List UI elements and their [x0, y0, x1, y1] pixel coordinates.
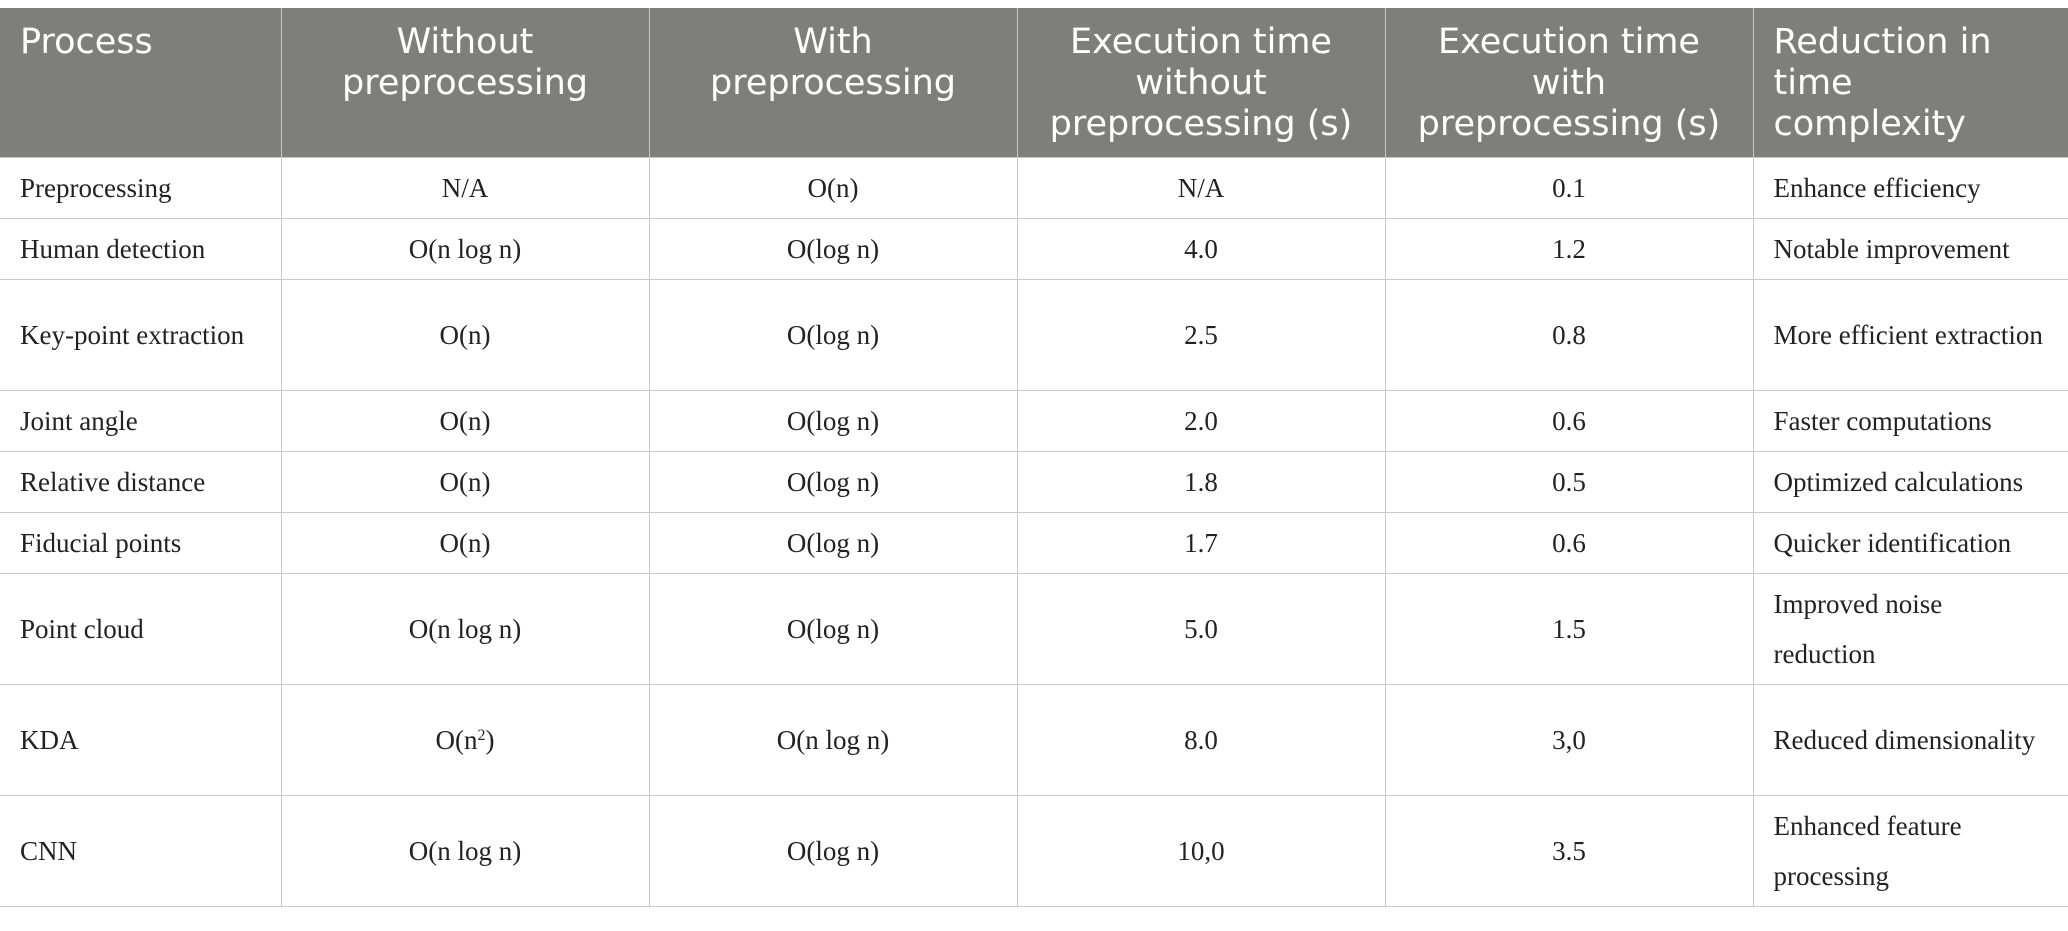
header-row: Process Without preprocessing With prepr…: [0, 8, 2068, 158]
cell-time-without: 4.0: [1016, 218, 1386, 280]
cell-reduction: Optimized calculations: [1752, 451, 2068, 513]
cell-process: Point cloud: [0, 573, 282, 685]
cell-process: CNN: [0, 795, 282, 907]
cell-without: O(n): [280, 279, 650, 391]
cell-time-with: 0.1: [1384, 157, 1754, 219]
cell-without: O(n): [280, 390, 650, 452]
table-row: Joint angle O(n) O(log n) 2.0 0.6 Faster…: [0, 390, 2068, 452]
cell-with: O(log n): [648, 573, 1018, 685]
cell-time-without: 1.8: [1016, 451, 1386, 513]
cell-time-without: 2.0: [1016, 390, 1386, 452]
cell-process: Key-point extraction: [0, 279, 282, 391]
cell-without: O(n log n): [280, 218, 650, 280]
cell-with: O(log n): [648, 390, 1018, 452]
cell-time-without: 5.0: [1016, 573, 1386, 685]
cell-process: Human detection: [0, 218, 282, 280]
table-row: KDA O(n2) O(n log n) 8.0 3,0 Reduced dim…: [0, 684, 2068, 796]
cell-reduction: Enhance efficiency: [1752, 157, 2068, 219]
cell-with: O(log n): [648, 451, 1018, 513]
cell-with: O(log n): [648, 218, 1018, 280]
cell-with: O(log n): [648, 512, 1018, 574]
cell-without: O(n2): [280, 684, 650, 796]
cell-time-with: 1.2: [1384, 218, 1754, 280]
cell-process: KDA: [0, 684, 282, 796]
cell-process: Preprocessing: [0, 157, 282, 219]
cell-reduction: Improved noise reduction: [1752, 573, 2068, 685]
cell-time-without: 2.5: [1016, 279, 1386, 391]
table-row: Preprocessing N/A O(n) N/A 0.1 Enhance e…: [0, 157, 2068, 219]
cell-reduction: More efficient extraction: [1752, 279, 2068, 391]
complexity-table: Process Without preprocessing With prepr…: [0, 8, 2068, 907]
cell-time-with: 0.5: [1384, 451, 1754, 513]
table-row: Key-point extraction O(n) O(log n) 2.5 0…: [0, 279, 2068, 391]
cell-with: O(n log n): [648, 684, 1018, 796]
cell-time-with: 0.6: [1384, 390, 1754, 452]
cell-time-without: N/A: [1016, 157, 1386, 219]
cell-with: O(n): [648, 157, 1018, 219]
kda-complexity-text: O(n2): [435, 725, 495, 755]
cell-time-with: 3.5: [1384, 795, 1754, 907]
cell-reduction: Quicker identification: [1752, 512, 2068, 574]
cell-process: Relative distance: [0, 451, 282, 513]
cell-without: O(n log n): [280, 795, 650, 907]
cell-time-with: 1.5: [1384, 573, 1754, 685]
header-without-preprocessing: Without preprocessing: [281, 8, 650, 158]
cell-time-without: 8.0: [1016, 684, 1386, 796]
cell-time-with: 3,0: [1384, 684, 1754, 796]
cell-without: O(n log n): [280, 573, 650, 685]
cell-without: N/A: [280, 157, 650, 219]
cell-time-with: 0.6: [1384, 512, 1754, 574]
cell-reduction: Enhanced feature processing: [1752, 795, 2068, 907]
header-reduction: Reduction in time complexity: [1753, 8, 2068, 158]
cell-reduction: Faster computations: [1752, 390, 2068, 452]
cell-time-without: 10,0: [1016, 795, 1386, 907]
table-row: Relative distance O(n) O(log n) 1.8 0.5 …: [0, 451, 2068, 513]
cell-reduction: Notable improvement: [1752, 218, 2068, 280]
cell-process: Fiducial points: [0, 512, 282, 574]
cell-process: Joint angle: [0, 390, 282, 452]
cell-reduction: Reduced dimensionality: [1752, 684, 2068, 796]
table-row: CNN O(n log n) O(log n) 10,0 3.5 Enhance…: [0, 795, 2068, 907]
table-row: Point cloud O(n log n) O(log n) 5.0 1.5 …: [0, 573, 2068, 685]
complexity-table-container: Process Without preprocessing With prepr…: [0, 8, 2068, 907]
cell-with: O(log n): [648, 795, 1018, 907]
cell-time-with: 0.8: [1384, 279, 1754, 391]
table-row: Human detection O(n log n) O(log n) 4.0 …: [0, 218, 2068, 280]
header-exec-time-without: Execution time without preprocessing (s): [1017, 8, 1386, 158]
cell-without: O(n): [280, 451, 650, 513]
header-process: Process: [0, 8, 282, 158]
cell-with: O(log n): [648, 279, 1018, 391]
cell-time-without: 1.7: [1016, 512, 1386, 574]
header-exec-time-with: Execution time with preprocessing (s): [1385, 8, 1754, 158]
exponent-superscript: 2: [477, 727, 486, 744]
table-row: Fiducial points O(n) O(log n) 1.7 0.6 Qu…: [0, 512, 2068, 574]
cell-without: O(n): [280, 512, 650, 574]
header-with-preprocessing: With preprocessing: [649, 8, 1018, 158]
